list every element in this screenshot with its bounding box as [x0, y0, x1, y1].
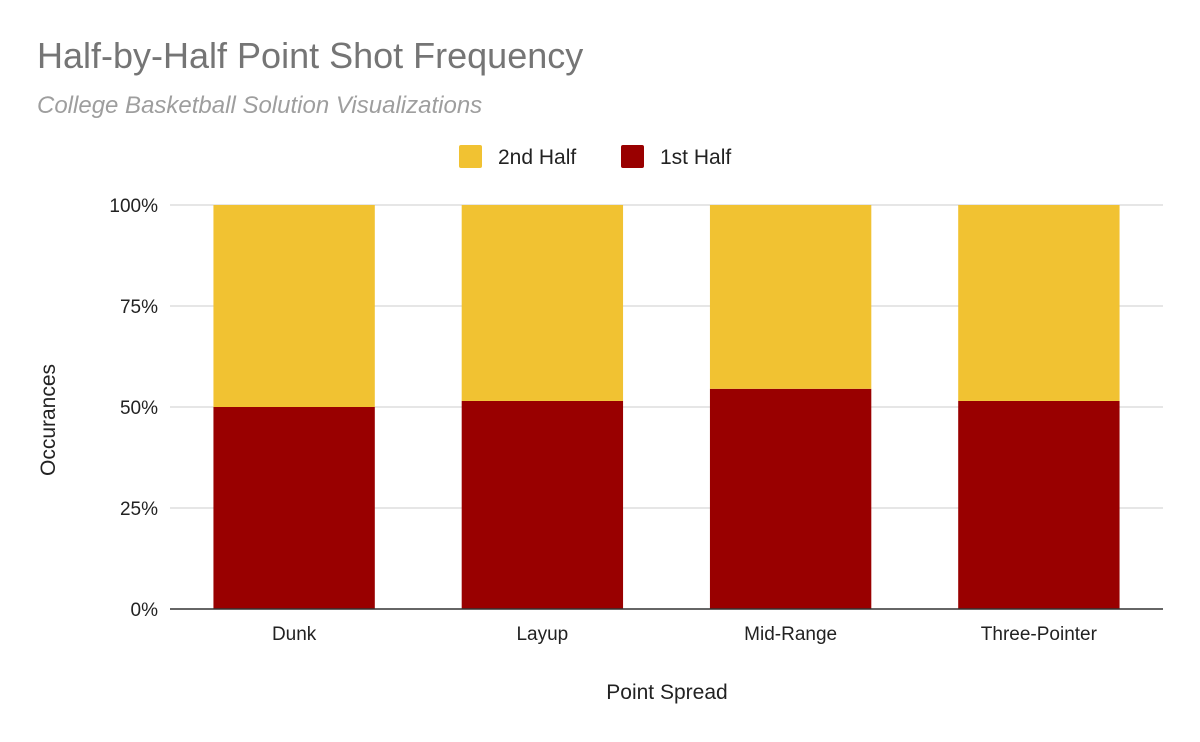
x-tick-label: Three-Pointer: [981, 624, 1098, 645]
bar-1st-half-three-pointer: [958, 400, 1120, 609]
bar-1st-half-dunk: [213, 407, 375, 609]
chart-subtitle: College Basketball Solution Visualizatio…: [37, 92, 482, 119]
y-tick-label: 50%: [120, 398, 158, 419]
x-axis-ticks: Dunk Layup Mid-Range Three-Pointer: [272, 624, 1098, 645]
bar-1st-half-layup: [461, 400, 624, 609]
y-tick-label: 25%: [120, 499, 158, 520]
bar-2nd-half-dunk: [213, 205, 375, 407]
y-axis-title: Occurances: [37, 364, 60, 476]
y-tick-label: 100%: [109, 196, 158, 217]
legend: 2nd Half 1st Half: [459, 145, 731, 169]
bar-2nd-half-mid-range: [709, 205, 872, 389]
legend-label: 1st Half: [660, 146, 731, 169]
x-tick-label: Dunk: [272, 624, 317, 645]
bar-2nd-half-three-pointer: [958, 205, 1120, 401]
y-tick-label: 75%: [120, 297, 158, 318]
bars: [170, 205, 1163, 610]
x-tick-label: Layup: [516, 624, 568, 645]
x-axis-title: Point Spread: [606, 681, 727, 704]
legend-swatch: [459, 145, 482, 168]
bar-1st-half-mid-range: [709, 388, 872, 609]
y-tick-label: 0%: [131, 600, 159, 621]
chart-title: Half-by-Half Point Shot Frequency: [37, 35, 583, 76]
x-tick-label: Mid-Range: [744, 624, 837, 645]
y-axis-ticks: 0% 25% 50% 75% 100%: [109, 196, 158, 621]
legend-swatch: [621, 145, 644, 168]
bar-2nd-half-layup: [461, 205, 624, 401]
legend-label: 2nd Half: [498, 146, 576, 169]
